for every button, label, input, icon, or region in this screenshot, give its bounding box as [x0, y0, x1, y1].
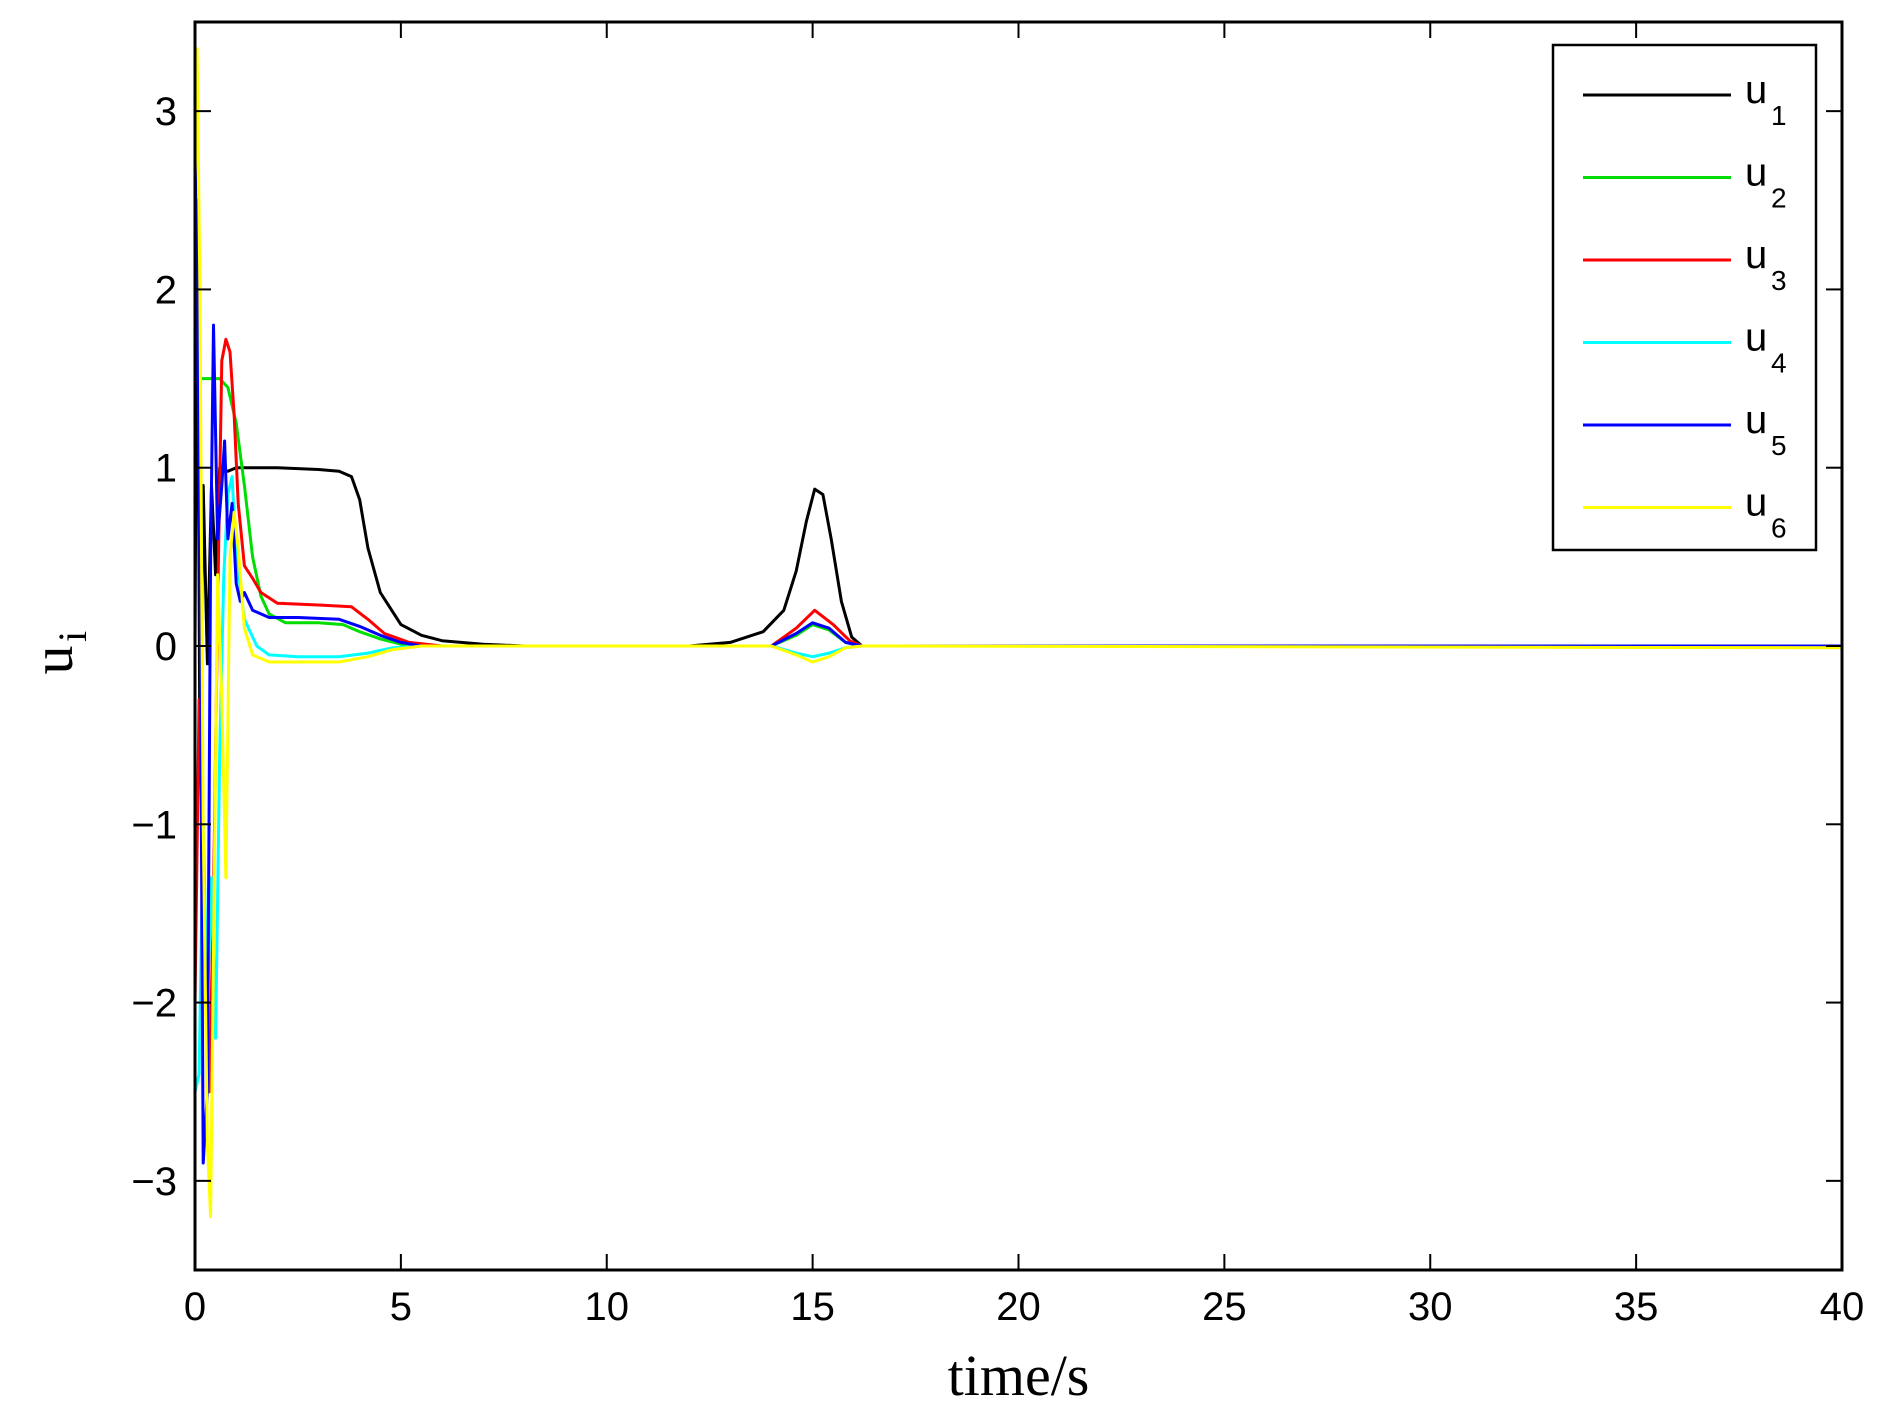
legend-label-subscript: 1: [1771, 100, 1787, 131]
y-axis-label-main: u: [20, 646, 85, 675]
x-tick-label: 30: [1408, 1285, 1453, 1329]
x-tick-label: 15: [790, 1285, 835, 1329]
x-tick-label: 20: [996, 1285, 1041, 1329]
y-tick-label: 1: [155, 447, 177, 491]
x-tick-label: 35: [1614, 1285, 1659, 1329]
series-line-u1: [195, 198, 1842, 755]
x-axis-label: time/s: [948, 1343, 1090, 1408]
x-tick-label: 0: [184, 1285, 206, 1329]
legend-label: u: [1745, 316, 1767, 360]
legend-label-subscript: 4: [1771, 348, 1787, 379]
legend-label-subscript: 6: [1771, 513, 1787, 544]
legend-label-subscript: 5: [1771, 430, 1787, 461]
y-axis-label: u i: [20, 631, 95, 675]
x-tick-label: 5: [390, 1285, 412, 1329]
y-tick-label: 3: [155, 90, 177, 134]
x-tick-label: 40: [1820, 1285, 1865, 1329]
y-tick-label: 2: [155, 268, 177, 312]
x-tick-label: 25: [1202, 1285, 1247, 1329]
legend-label: u: [1745, 68, 1767, 112]
ticks-layer: [194, 22, 1843, 1270]
series-line-u6: [195, 47, 1842, 1218]
legend-label: u: [1745, 233, 1767, 277]
series-line-u4: [195, 475, 1842, 1093]
y-tick-label: −2: [131, 982, 177, 1026]
x-tick-label: 10: [585, 1285, 630, 1329]
y-tick-label: −3: [131, 1160, 177, 1204]
legend-label-subscript: 2: [1771, 183, 1787, 214]
legend-label: u: [1745, 398, 1767, 442]
legend-box: [1551, 43, 1818, 552]
y-tick-label: 0: [155, 625, 177, 669]
legend-label: u: [1745, 151, 1767, 195]
series-layer: [195, 47, 1842, 1218]
legend-label: u: [1745, 481, 1767, 525]
y-axis-label-subscript: i: [50, 631, 95, 642]
y-tick-label: −1: [131, 803, 177, 847]
legend-label-subscript: 3: [1771, 265, 1787, 296]
